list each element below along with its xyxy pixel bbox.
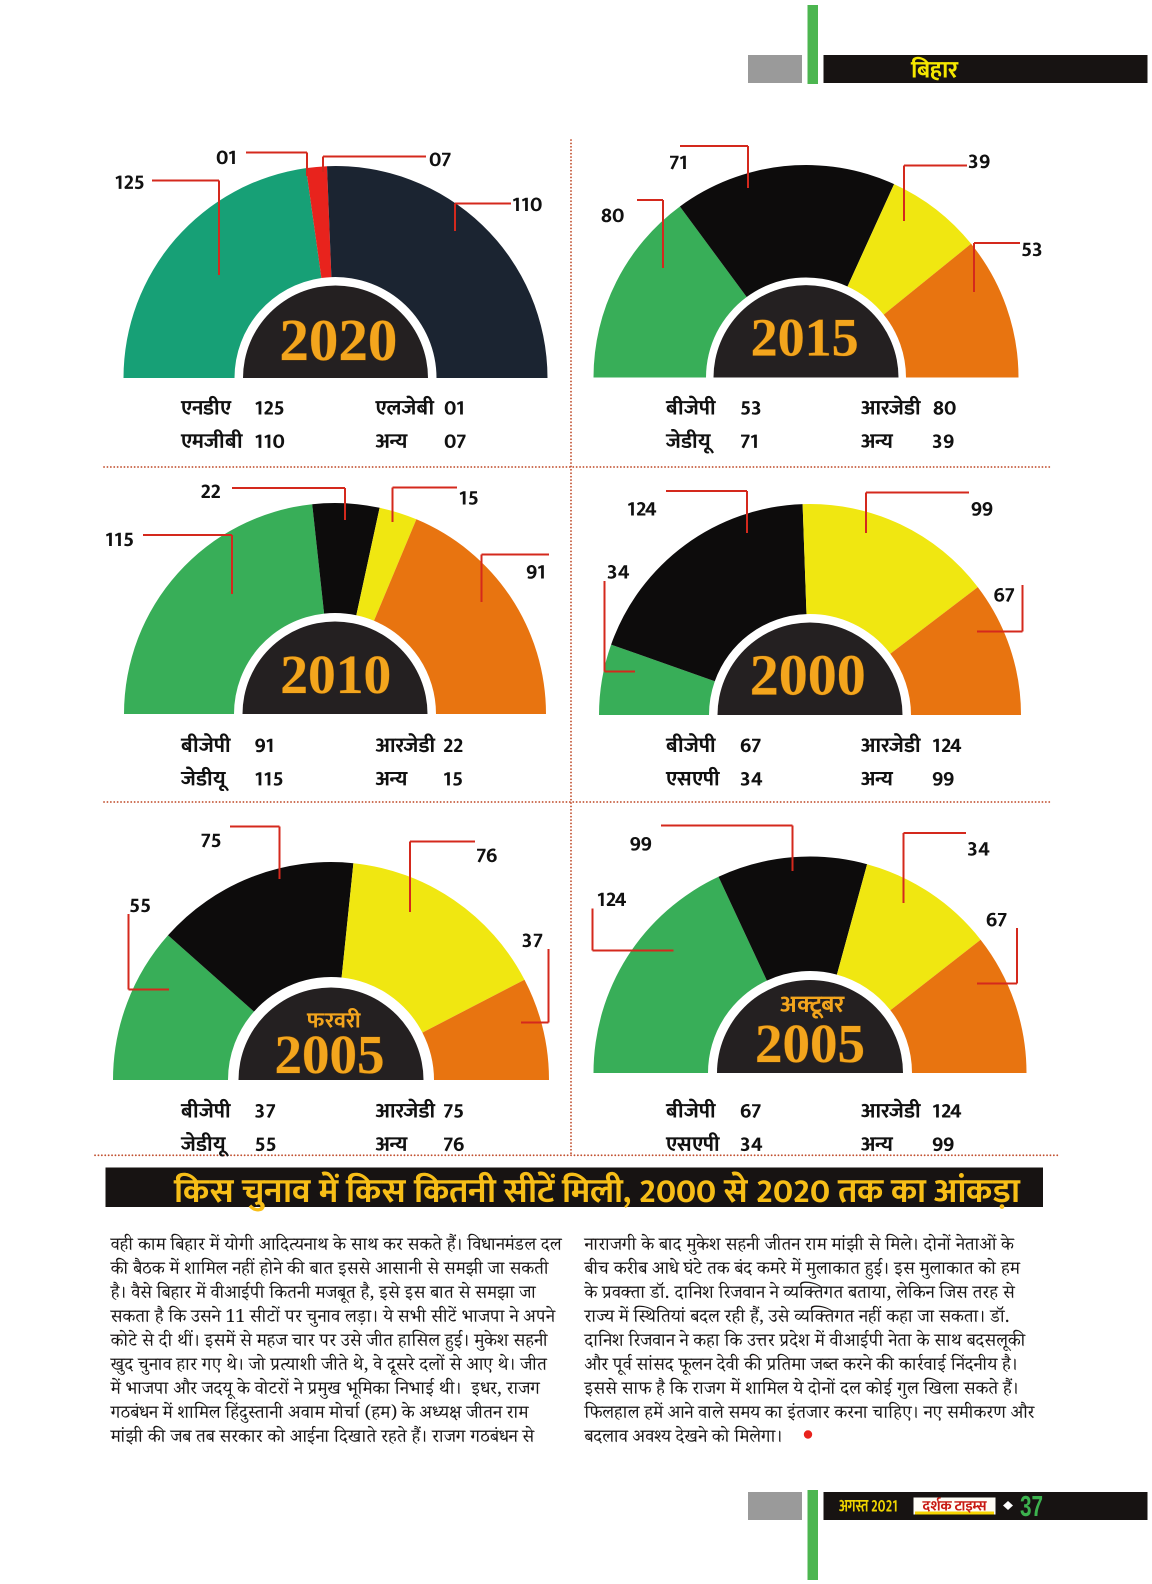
svg-text:2010: 2010 <box>280 645 391 706</box>
svg-text:2020: 2020 <box>279 307 397 373</box>
svg-text:2005: 2005 <box>755 1013 865 1074</box>
svg-text:2015: 2015 <box>751 308 859 368</box>
svg-text:37: 37 <box>1020 1491 1043 1523</box>
svg-text:2005: 2005 <box>275 1024 385 1085</box>
svg-text:2000: 2000 <box>750 643 866 708</box>
